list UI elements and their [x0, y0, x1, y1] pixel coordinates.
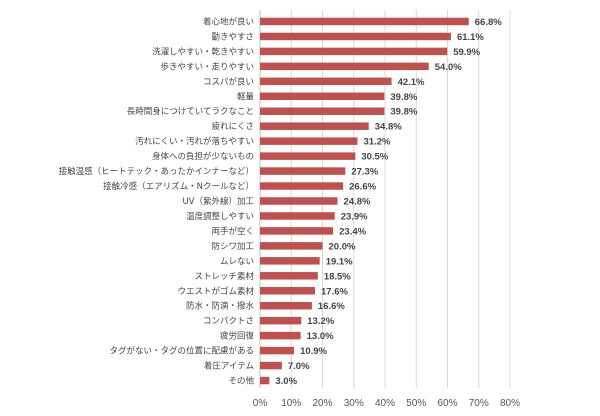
bar — [260, 272, 318, 280]
value-labels: 66.8% 61.1% 59.9% 54.0% 42.1% 39.8% 39.8% 34.8%… — [275, 17, 502, 387]
bar — [260, 182, 344, 190]
category-label: 汚れにくい・汚れが落ちやすい — [135, 136, 254, 147]
category-label: 温度調整しやすい — [186, 211, 254, 222]
category-label: 両手が空く — [211, 226, 254, 237]
value-label: 18.5% — [324, 271, 351, 282]
category-label: 洗濯しやすい・乾きやすい — [152, 46, 254, 57]
value-label: 17.6% — [321, 286, 348, 297]
x-tick-label: 0% — [253, 398, 268, 409]
bar — [260, 92, 385, 101]
value-label: 31.2% — [364, 137, 391, 148]
bar — [260, 107, 385, 115]
bar — [260, 331, 301, 340]
value-label: 19.1% — [326, 256, 353, 267]
value-label: 39.8% — [390, 107, 417, 118]
value-label: 16.6% — [318, 301, 345, 312]
category-label: ストレッチ素材 — [194, 271, 254, 282]
x-tick-label: 30% — [344, 398, 364, 409]
bar — [260, 257, 320, 265]
category-label: ウエストがゴム素材 — [177, 286, 254, 297]
bar — [260, 227, 334, 235]
bar — [260, 301, 312, 310]
category-label: コンパクトさ — [203, 317, 254, 327]
bar — [260, 361, 282, 370]
value-label: 34.8% — [375, 122, 402, 133]
x-tick-label: 70% — [469, 398, 489, 409]
x-tick-label: 40% — [375, 398, 395, 409]
bar — [260, 152, 356, 160]
bar — [260, 62, 429, 71]
category-label: 長時間身につけていてラクなこと — [127, 106, 254, 117]
category-label: 身体への負担が少ないもの — [152, 151, 254, 162]
category-label: その他 — [228, 376, 254, 387]
category-label: 疲れにくさ — [212, 121, 254, 132]
bar — [260, 77, 392, 86]
value-label: 13.2% — [307, 316, 334, 327]
x-tick-label: 20% — [312, 398, 332, 409]
category-label: 接触冷感（エアリズム・Nクールなど） — [103, 181, 254, 192]
value-label: 13.0% — [307, 331, 334, 342]
x-tick-label: 80% — [500, 398, 520, 409]
value-label: 54.0% — [435, 62, 462, 73]
bar — [260, 17, 469, 26]
x-axis-tick-labels: 0% 10% 20% 30% 40% 50% 60% 70% 80% — [253, 398, 520, 409]
x-tick-label: 60% — [437, 398, 457, 409]
category-label: 着心地が良い — [203, 16, 254, 27]
category-label: 軽量 — [237, 92, 255, 102]
x-tick-label: 10% — [281, 398, 301, 409]
value-label: 26.6% — [349, 182, 376, 193]
value-label: 23.9% — [341, 211, 368, 222]
bars — [260, 17, 469, 385]
category-labels: 着心地が良い動きやすさ洗濯しやすい・乾きやすい歩きやすい・走りやすいコスパが良い… — [59, 16, 255, 386]
bar — [260, 197, 338, 205]
value-label: 27.3% — [351, 167, 378, 178]
value-label: 24.8% — [344, 197, 371, 208]
category-label: ムレない — [220, 257, 254, 267]
value-label: 23.4% — [339, 226, 366, 237]
category-label: タグがない・タグの位置に配慮がある — [109, 346, 254, 357]
value-label: 7.0% — [288, 361, 310, 372]
value-label: 61.1% — [457, 32, 484, 43]
value-label: 10.9% — [300, 346, 327, 357]
value-label: 20.0% — [329, 241, 356, 252]
bar — [260, 137, 358, 145]
category-label: 接触温感（ヒートテック・あったかインナーなど） — [59, 166, 254, 177]
category-label: 防シワ加工 — [211, 241, 254, 252]
bar — [260, 212, 335, 220]
category-label: 歩きやすい・走りやすい — [160, 61, 254, 72]
value-label: 66.8% — [475, 17, 502, 28]
x-tick-label: 50% — [406, 398, 426, 409]
value-label: 39.8% — [390, 92, 417, 103]
bar — [260, 242, 323, 250]
bar — [260, 122, 369, 130]
grid-lines — [259, 10, 511, 388]
bar — [260, 316, 302, 325]
category-label: 動きやすさ — [211, 31, 254, 42]
bar — [260, 376, 270, 385]
value-label: 30.5% — [361, 152, 388, 163]
bar — [260, 287, 315, 295]
category-label: 防水・防滴・撥水 — [186, 301, 255, 312]
bar — [260, 167, 346, 175]
value-label: 42.1% — [398, 77, 425, 88]
category-label: コスパが良い — [203, 76, 254, 87]
category-label: 着圧アイテム — [204, 361, 254, 372]
value-label: 3.0% — [275, 376, 297, 387]
value-label: 59.9% — [453, 47, 480, 58]
bar — [260, 346, 295, 355]
category-label: UV（紫外線）加工 — [182, 196, 254, 207]
bar — [260, 47, 448, 56]
category-label: 疲労回復 — [220, 331, 255, 342]
bar — [260, 32, 451, 41]
